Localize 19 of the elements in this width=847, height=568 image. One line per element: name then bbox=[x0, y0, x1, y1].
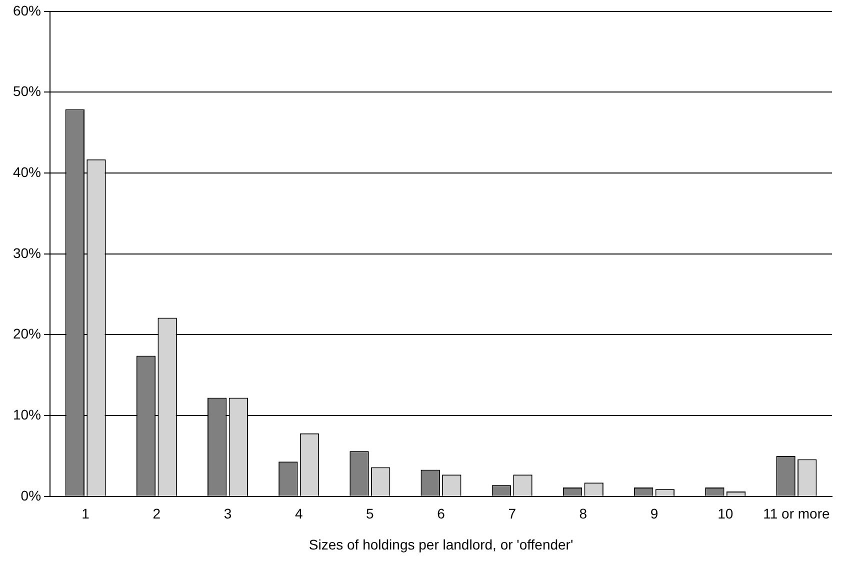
x-tick-label: 8 bbox=[579, 506, 588, 522]
y-tick-label: 30% bbox=[12, 244, 42, 261]
x-axis-title: Sizes of holdings per landlord, or 'offender' bbox=[308, 536, 574, 552]
x-tick-label: 1 bbox=[82, 506, 90, 522]
y-tick-label: 40% bbox=[12, 164, 42, 180]
y-tick-label: 60% bbox=[12, 2, 42, 18]
x-tick-label: 5 bbox=[366, 506, 374, 522]
x-tick-label: 3 bbox=[224, 506, 232, 522]
x-tick-label: 4 bbox=[294, 506, 303, 522]
y-tick-label: 20% bbox=[12, 326, 42, 342]
x-tick-label: 10 bbox=[718, 506, 734, 522]
y-tick-label: 50% bbox=[12, 83, 42, 100]
x-tick-label: 11 or more bbox=[763, 506, 830, 522]
y-tick-label: 0% bbox=[20, 487, 42, 504]
x-tick-label: 7 bbox=[508, 506, 516, 522]
y-tick-label: 10% bbox=[12, 406, 42, 422]
x-tick-label: 6 bbox=[437, 506, 446, 522]
x-tick-label: 2 bbox=[152, 506, 161, 522]
x-tick-label: 9 bbox=[650, 506, 658, 522]
